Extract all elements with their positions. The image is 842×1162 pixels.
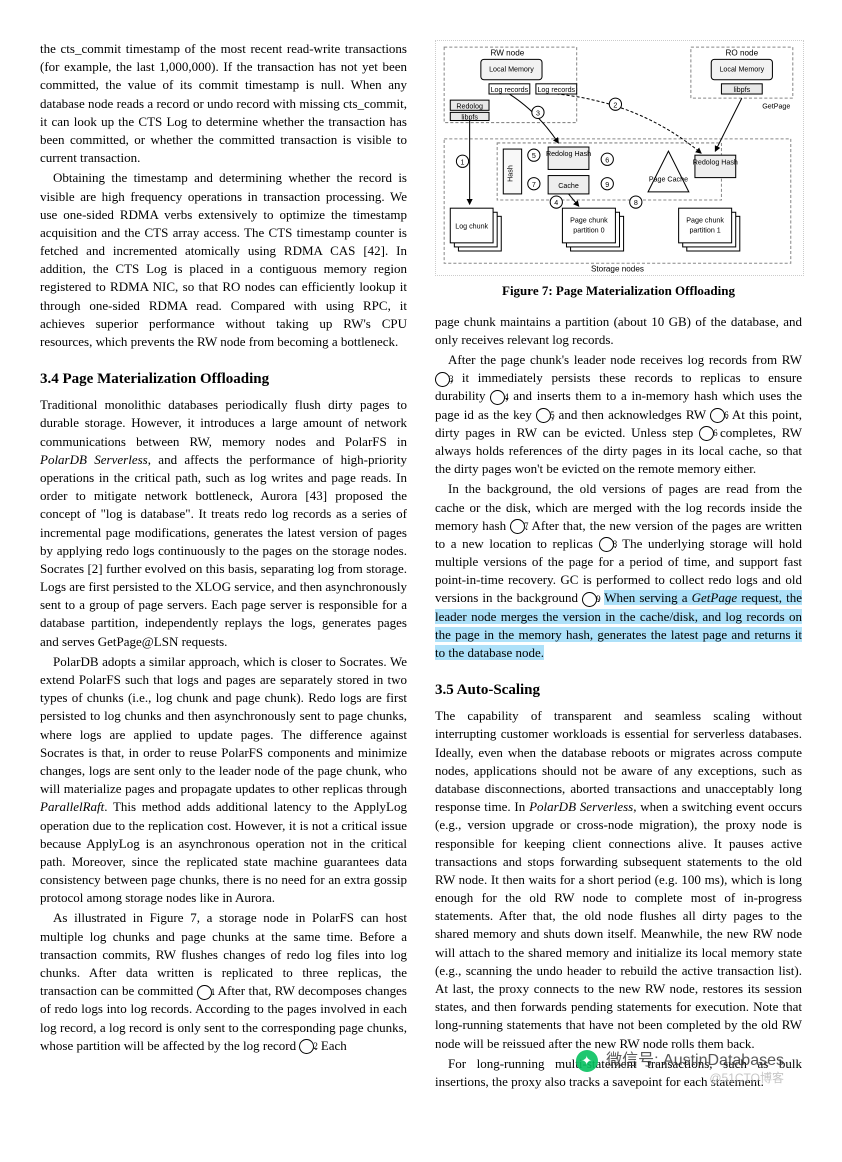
svg-text:2: 2 <box>613 101 617 109</box>
watermark: ✦ 微信号: AustinDatabases @51CTO博客 <box>576 1050 784 1087</box>
figure-7-svg: RW node Local Memory Log records Redolog… <box>435 40 804 276</box>
circled-1: 1 <box>197 985 212 1000</box>
circled-4: 4 <box>490 390 505 405</box>
watermark-main: 微信号: AustinDatabases <box>606 1052 784 1069</box>
circled-9: 9 <box>582 592 597 607</box>
svg-text:5: 5 <box>532 152 536 160</box>
circled-3: 3 <box>435 372 450 387</box>
wechat-icon: ✦ <box>576 1050 598 1072</box>
heading-3-4: 3.4 Page Materialization Offloading <box>40 369 407 390</box>
svg-text:Local Memory: Local Memory <box>489 66 534 74</box>
circled-6: 6 <box>710 408 725 423</box>
para-3-5-1: The capability of transparent and seamle… <box>435 707 802 1053</box>
circled-2: 2 <box>299 1039 314 1054</box>
svg-text:1: 1 <box>461 158 465 166</box>
svg-text:GetPage: GetPage <box>762 102 790 110</box>
svg-text:Redolog Hash: Redolog Hash <box>693 158 738 166</box>
svg-text:4: 4 <box>554 199 558 207</box>
svg-text:Cache: Cache <box>558 182 579 190</box>
svg-text:9: 9 <box>605 181 609 189</box>
svg-text:partition 0: partition 0 <box>573 227 604 235</box>
fig-rw-label: RW node <box>490 48 524 57</box>
svg-text:Log records: Log records <box>491 86 529 94</box>
circled-8: 8 <box>599 537 614 552</box>
svg-text:Log records: Log records <box>537 86 575 94</box>
left-column: the cts_commit timestamp of the most rec… <box>40 40 407 1093</box>
right-column: RW node Local Memory Log records Redolog… <box>435 40 802 1093</box>
svg-text:8: 8 <box>634 199 638 207</box>
fig-ro-label: RO node <box>726 48 759 57</box>
circled-5: 5 <box>536 408 551 423</box>
circled-7: 7 <box>510 519 525 534</box>
svg-text:partition 1: partition 1 <box>689 227 720 235</box>
svg-text:libpfs: libpfs <box>734 86 751 94</box>
svg-text:Redolog Hash: Redolog Hash <box>546 150 591 158</box>
svg-text:Hash: Hash <box>506 165 514 182</box>
svg-text:libpfs: libpfs <box>461 113 478 121</box>
heading-3-5: 3.5 Auto-Scaling <box>435 680 802 701</box>
para-3-4-1: Traditional monolithic databases periodi… <box>40 396 407 651</box>
figure-7-caption: Figure 7: Page Materialization Offloadin… <box>435 282 802 300</box>
para-cts-commit: the cts_commit timestamp of the most rec… <box>40 40 407 167</box>
para-r3: In the background, the old versions of p… <box>435 480 802 662</box>
figure-7: RW node Local Memory Log records Redolog… <box>435 40 802 301</box>
para-3-4-3: As illustrated in Figure 7, a storage no… <box>40 909 407 1055</box>
circled-6b: 6 <box>699 426 714 441</box>
svg-text:Page Cache: Page Cache <box>649 176 688 184</box>
watermark-sub: @51CTO博客 <box>576 1070 784 1087</box>
svg-text:Page chunk: Page chunk <box>686 216 724 224</box>
svg-text:7: 7 <box>532 181 536 189</box>
svg-text:6: 6 <box>605 156 609 164</box>
para-3-4-2: PolarDB adopts a similar approach, which… <box>40 653 407 908</box>
svg-text:Page chunk: Page chunk <box>570 216 608 224</box>
para-rdma: Obtaining the timestamp and determining … <box>40 169 407 351</box>
para-r1: page chunk maintains a partition (about … <box>435 313 802 349</box>
svg-text:Log chunk: Log chunk <box>455 223 488 231</box>
para-r2: After the page chunk's leader node recei… <box>435 351 802 478</box>
svg-text:Redolog: Redolog <box>456 102 483 110</box>
svg-text:Local Memory: Local Memory <box>719 66 764 74</box>
svg-text:Storage nodes: Storage nodes <box>591 264 644 273</box>
svg-text:3: 3 <box>536 109 540 117</box>
